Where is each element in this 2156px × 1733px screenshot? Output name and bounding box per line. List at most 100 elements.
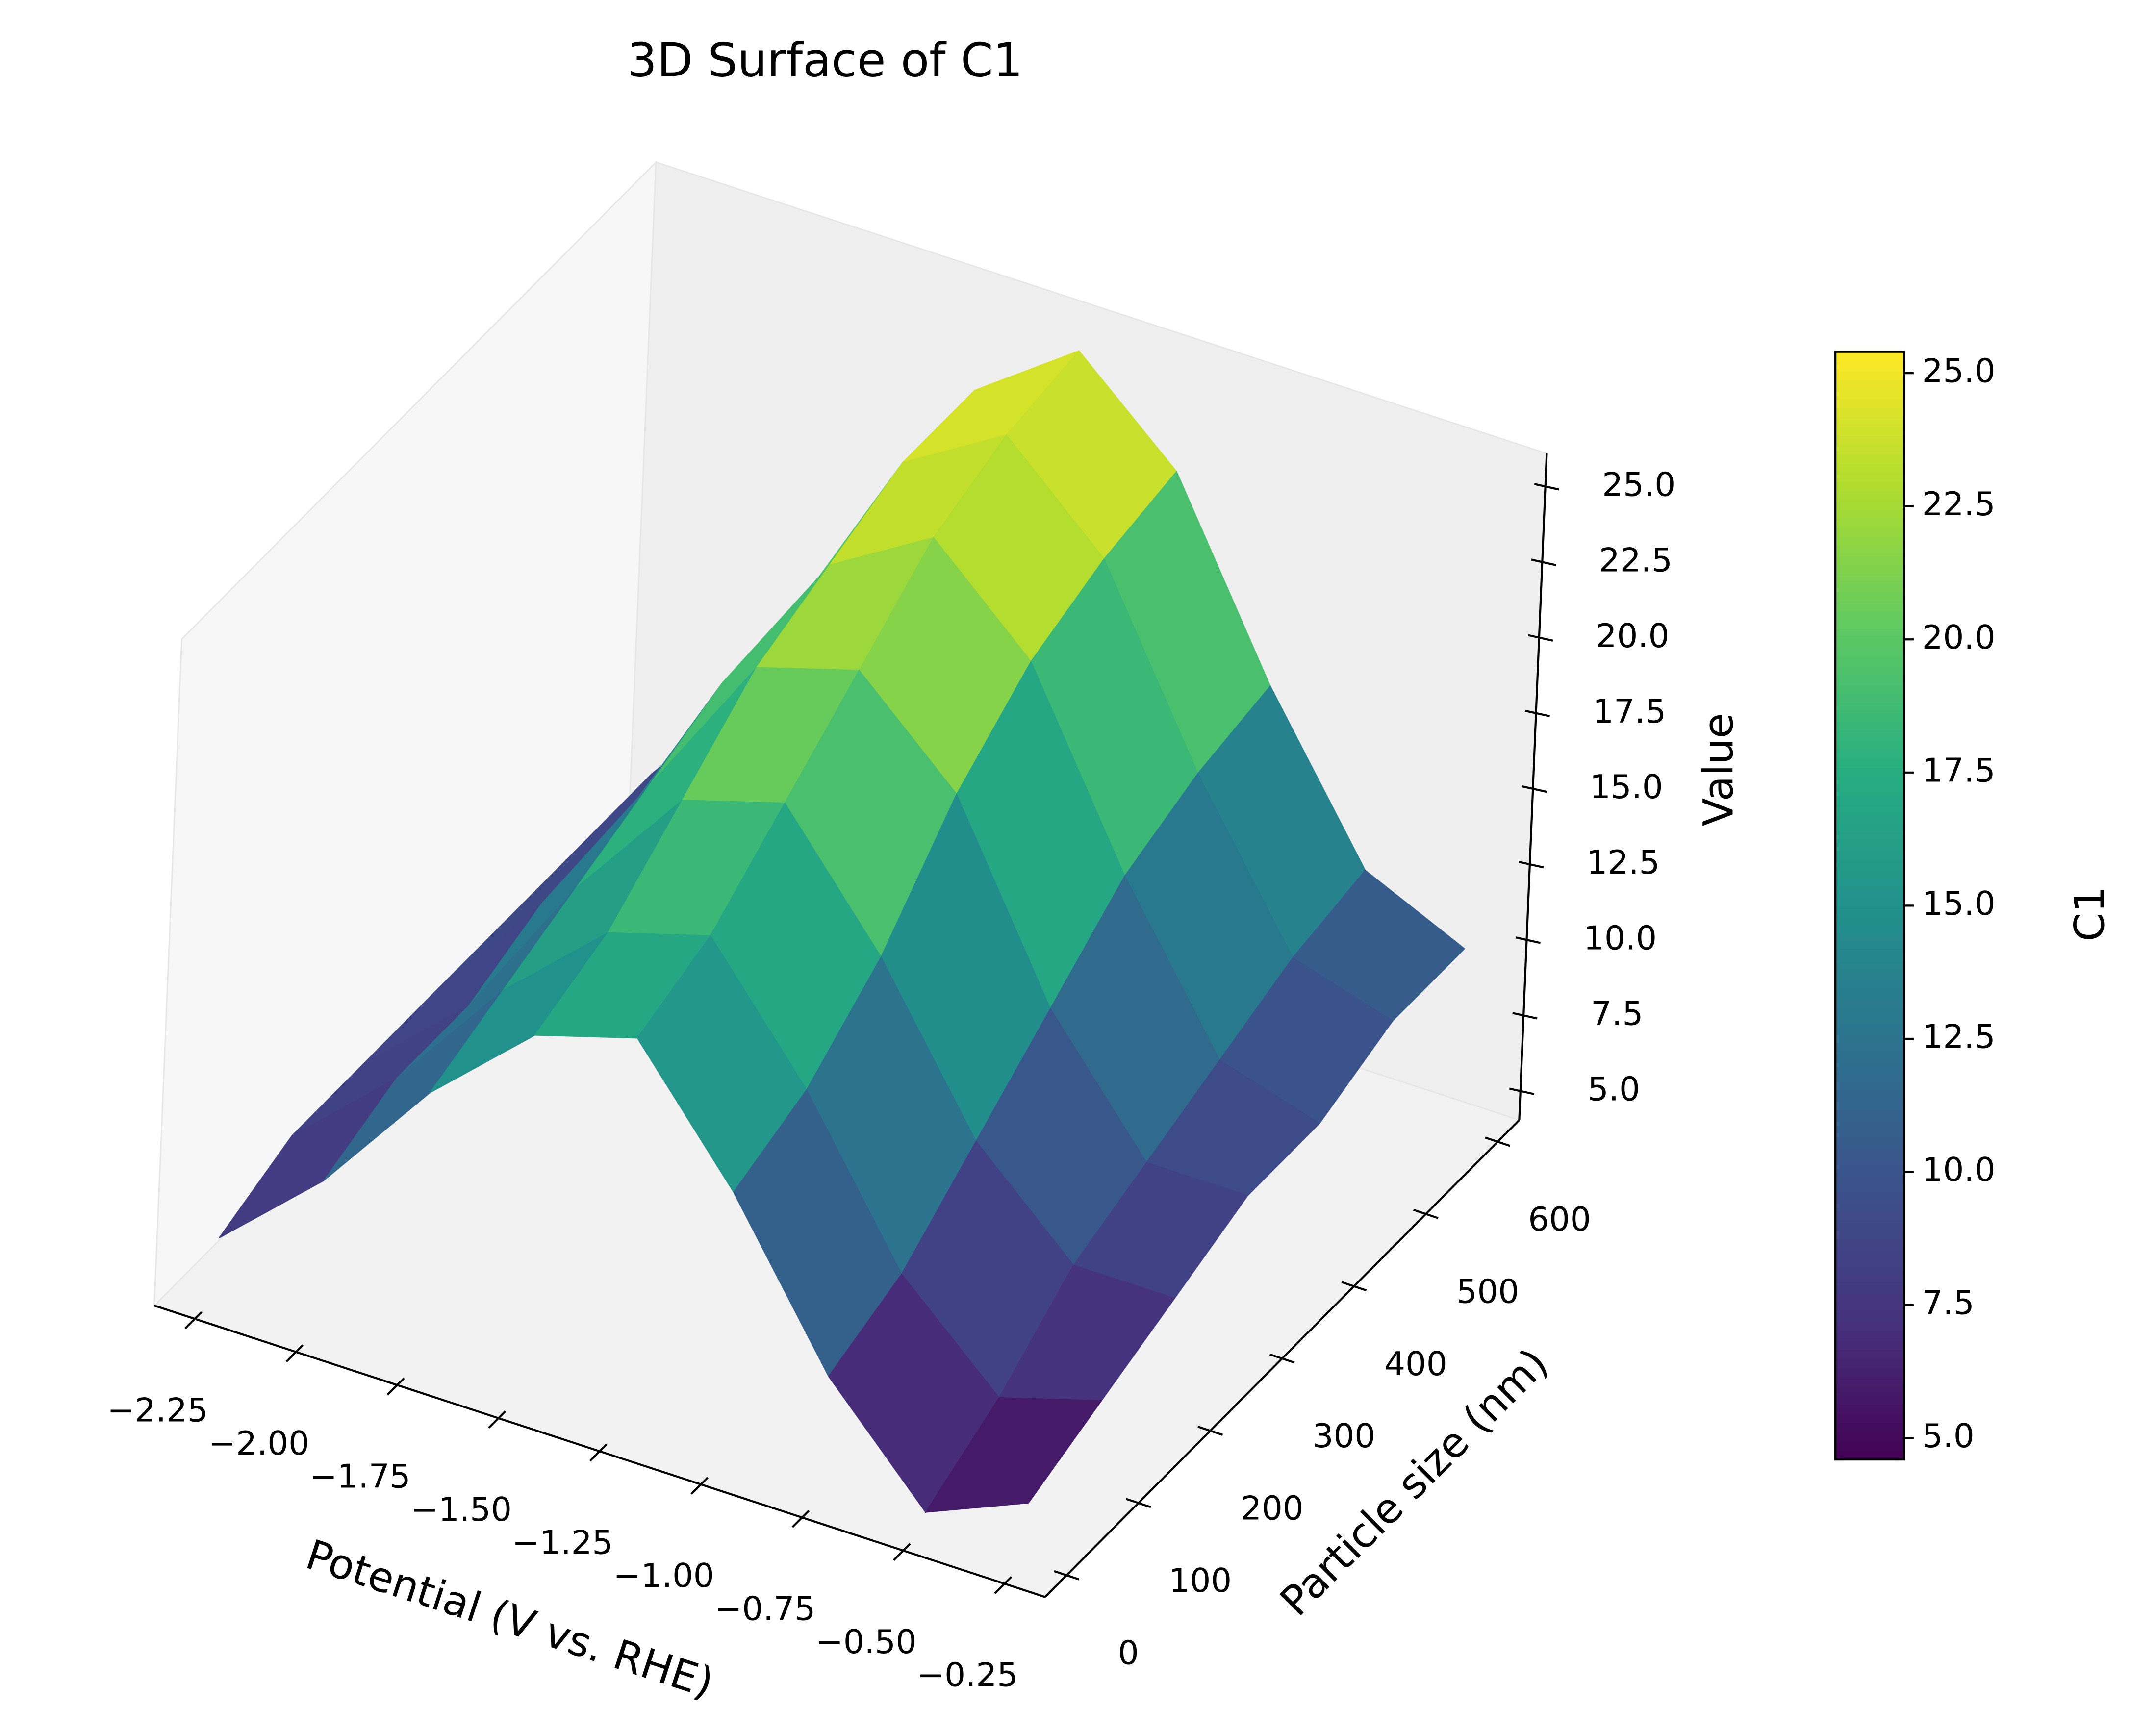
colorbar-cell [1835, 1192, 1904, 1202]
colorbar-cell [1835, 1182, 1904, 1193]
colorbar-cell [1835, 841, 1904, 852]
x-tick [791, 1509, 810, 1528]
colorbar-cell [1835, 1395, 1904, 1405]
colorbar-cell [1835, 592, 1904, 602]
x-tick [386, 1377, 405, 1396]
colorbar-cell [1835, 878, 1904, 888]
colorbar-cell [1835, 361, 1904, 371]
colorbar-cell [1835, 795, 1904, 805]
colorbar-cell [1835, 352, 1904, 362]
colorbar-cell [1835, 1062, 1904, 1073]
y-tick-label: 300 [1313, 1417, 1375, 1455]
colorbar-cell [1835, 647, 1904, 657]
colorbar-cell [1835, 869, 1904, 879]
z-tick [1518, 861, 1544, 869]
colorbar-cell [1835, 656, 1904, 667]
colorbar-cell [1835, 1035, 1904, 1045]
colorbar-cell [1835, 813, 1904, 824]
z-tick-label: 12.5 [1587, 843, 1660, 881]
colorbar-cell [1835, 1293, 1904, 1304]
y-tick-label: 100 [1169, 1561, 1232, 1600]
colorbar-cell [1835, 804, 1904, 814]
colorbar-tick-label: 12.5 [1922, 1018, 1996, 1056]
colorbar-cell [1835, 665, 1904, 676]
colorbar-cell [1835, 767, 1904, 778]
y-tick-label: 600 [1528, 1200, 1591, 1238]
y-tick-label: 0 [1118, 1633, 1139, 1672]
colorbar-cell [1835, 1090, 1904, 1101]
colorbar-cell [1835, 1303, 1904, 1313]
colorbar-cell [1835, 1256, 1904, 1267]
y-tick [1485, 1136, 1511, 1147]
colorbar-cell [1835, 628, 1904, 639]
x-tick [994, 1576, 1013, 1594]
colorbar-cell [1835, 1450, 1904, 1460]
z-axis-line [1518, 453, 1548, 1120]
colorbar-cell [1835, 785, 1904, 796]
colorbar-cell [1835, 1053, 1904, 1064]
z-tick-label: 7.5 [1591, 995, 1643, 1033]
colorbar-cell [1835, 1367, 1904, 1378]
colorbar-cell [1835, 582, 1904, 593]
colorbar-cell [1835, 1339, 1904, 1350]
y-tick [1197, 1426, 1223, 1436]
colorbar-cell [1835, 379, 1904, 390]
x-tick-label: −0.75 [714, 1590, 815, 1628]
colorbar-tick-label: 25.0 [1922, 352, 1996, 390]
colorbar-label: C1 [2065, 886, 2113, 941]
colorbar-cell [1835, 1265, 1904, 1276]
x-tick-label: −2.25 [107, 1391, 208, 1429]
colorbar-cell [1835, 472, 1904, 482]
colorbar-cell [1835, 1238, 1904, 1248]
colorbar-cell [1835, 536, 1904, 547]
colorbar-cell [1835, 942, 1904, 953]
y-tick [1125, 1498, 1151, 1508]
z-tick [1531, 558, 1556, 566]
colorbar-cell [1835, 1441, 1904, 1451]
colorbar-cell [1835, 508, 1904, 519]
colorbar-cell [1835, 831, 1904, 842]
colorbar-cell [1835, 1422, 1904, 1433]
colorbar-cell [1835, 859, 1904, 870]
colorbar-cell [1835, 444, 1904, 454]
colorbar-cell [1835, 1219, 1904, 1230]
colorbar-cell [1835, 407, 1904, 418]
colorbar-cell [1835, 1016, 1904, 1027]
y-tick [1341, 1281, 1367, 1292]
colorbar-cell [1835, 1136, 1904, 1147]
z-tick [1528, 634, 1553, 642]
colorbar-cell [1835, 933, 1904, 944]
z-tick [1524, 709, 1550, 718]
x-tick [893, 1543, 911, 1561]
x-tick [285, 1344, 304, 1362]
colorbar-cell [1835, 1210, 1904, 1221]
colorbar-cell [1835, 1358, 1904, 1368]
y-tick-label: 200 [1241, 1489, 1303, 1528]
colorbar-cell [1835, 573, 1904, 584]
colorbar-cell [1835, 1201, 1904, 1211]
colorbar-cell [1835, 758, 1904, 768]
z-tick [1534, 483, 1560, 491]
colorbar-cell [1835, 564, 1904, 575]
colorbar-cell [1835, 1145, 1904, 1156]
colorbar-cell [1835, 1127, 1904, 1137]
colorbar-cell [1835, 1155, 1904, 1165]
colorbar-cell [1835, 490, 1904, 501]
z-tick-label: 17.5 [1593, 692, 1666, 730]
colorbar-cell [1835, 896, 1904, 907]
colorbar-cell [1835, 961, 1904, 971]
z-tick-label: 15.0 [1590, 768, 1663, 806]
x-tick-label: −1.50 [411, 1490, 512, 1529]
colorbar-cell [1835, 435, 1904, 445]
y-tick [1269, 1353, 1295, 1364]
z-tick [1515, 936, 1541, 944]
z-tick-label: 5.0 [1588, 1070, 1640, 1108]
colorbar-tick-label: 22.5 [1922, 485, 1996, 523]
colorbar-cell [1835, 1118, 1904, 1128]
colorbar-cell [1835, 546, 1904, 556]
colorbar-cell [1835, 776, 1904, 787]
colorbar-cell [1835, 518, 1904, 528]
colorbar-cell [1835, 462, 1904, 473]
colorbar-cell [1835, 749, 1904, 759]
colorbar-cell [1835, 887, 1904, 898]
